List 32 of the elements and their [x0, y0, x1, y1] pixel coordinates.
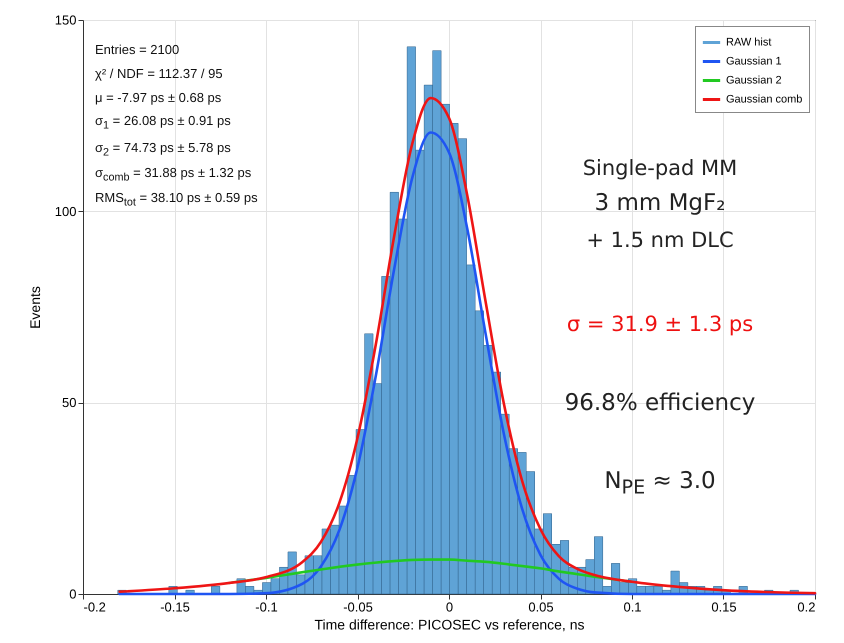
annotation: σ$_{1}$ = 26.08 ps ± 0.91 ps	[95, 113, 231, 132]
annotation: χ² / NDF = 112.37 / 95	[95, 66, 223, 81]
annotation: Single-pad MM	[582, 156, 738, 180]
x-tick-label: -0.2	[84, 600, 106, 614]
annotation: + 1.5 nm DLC	[586, 228, 734, 252]
legend-label: Gaussian comb	[726, 94, 802, 106]
legend-label: Gaussian 1	[726, 56, 782, 68]
x-tick-label: 0.1	[623, 600, 642, 614]
annotation: μ = -7.97 ps ± 0.68 ps	[95, 90, 222, 105]
annotation: σ$_{2}$ = 74.73 ps ± 5.78 ps	[95, 140, 231, 159]
annotation: Entries = 2100	[95, 42, 180, 57]
x-tick-label: -0.15	[160, 600, 190, 614]
y-tick-label: 150	[54, 12, 76, 28]
y-tick-label: 0	[69, 586, 76, 602]
x-tick-label: -0.1	[255, 600, 278, 614]
y-tick-label: 100	[54, 204, 76, 219]
annotation: 3 mm MgF₂	[594, 190, 726, 216]
x-tick-label: 0.15	[711, 600, 737, 614]
x-tick-label: 0.2	[797, 600, 816, 614]
legend-label: RAW hist	[726, 36, 772, 48]
x-axis-title: Time difference: PICOSEC vs reference, ns	[314, 616, 584, 632]
x-tick-label: 0.05	[528, 600, 554, 614]
y-axis-title: Events	[26, 286, 43, 329]
y-tick-label: 50	[62, 395, 76, 410]
annotation: σ = 31.9 ± 1.3 ps	[566, 312, 754, 336]
x-tick-label: -0.05	[343, 600, 373, 614]
annotation: N$_{PE}$ ≈ 3.0	[604, 468, 716, 499]
legend-label: Gaussian 2	[726, 74, 782, 86]
x-tick-label: 0	[446, 600, 454, 614]
annotation: 96.8% efficiency	[564, 390, 756, 416]
annotation: RMS$_{tot}$ = 38.10 ps ± 0.59 ps	[95, 190, 258, 209]
annotation: σ$_{comb}$ = 31.88 ps ± 1.32 ps	[95, 165, 252, 184]
